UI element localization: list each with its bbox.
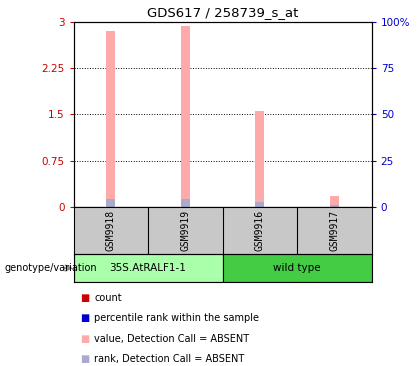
Text: ■: ■ xyxy=(80,354,89,364)
Text: wild type: wild type xyxy=(273,263,321,273)
Bar xyxy=(74,254,223,282)
Bar xyxy=(106,31,115,207)
Text: percentile rank within the sample: percentile rank within the sample xyxy=(94,313,260,324)
Bar xyxy=(330,196,339,207)
Text: count: count xyxy=(94,293,122,303)
Text: ■: ■ xyxy=(80,313,89,324)
Text: GSM9917: GSM9917 xyxy=(329,210,339,251)
Text: ■: ■ xyxy=(80,333,89,344)
Text: genotype/variation: genotype/variation xyxy=(4,263,97,273)
Bar xyxy=(223,254,372,282)
Text: GSM9918: GSM9918 xyxy=(106,210,116,251)
Text: GSM9919: GSM9919 xyxy=(180,210,190,251)
Bar xyxy=(255,202,264,207)
Bar xyxy=(330,205,339,207)
Title: GDS617 / 258739_s_at: GDS617 / 258739_s_at xyxy=(147,6,298,19)
Bar xyxy=(181,26,190,207)
Bar xyxy=(255,111,264,207)
Bar xyxy=(106,199,115,207)
Text: ■: ■ xyxy=(80,293,89,303)
Bar xyxy=(181,199,190,207)
Text: value, Detection Call = ABSENT: value, Detection Call = ABSENT xyxy=(94,333,249,344)
Text: 35S.AtRALF1-1: 35S.AtRALF1-1 xyxy=(110,263,186,273)
Text: rank, Detection Call = ABSENT: rank, Detection Call = ABSENT xyxy=(94,354,245,364)
Text: GSM9916: GSM9916 xyxy=(255,210,265,251)
